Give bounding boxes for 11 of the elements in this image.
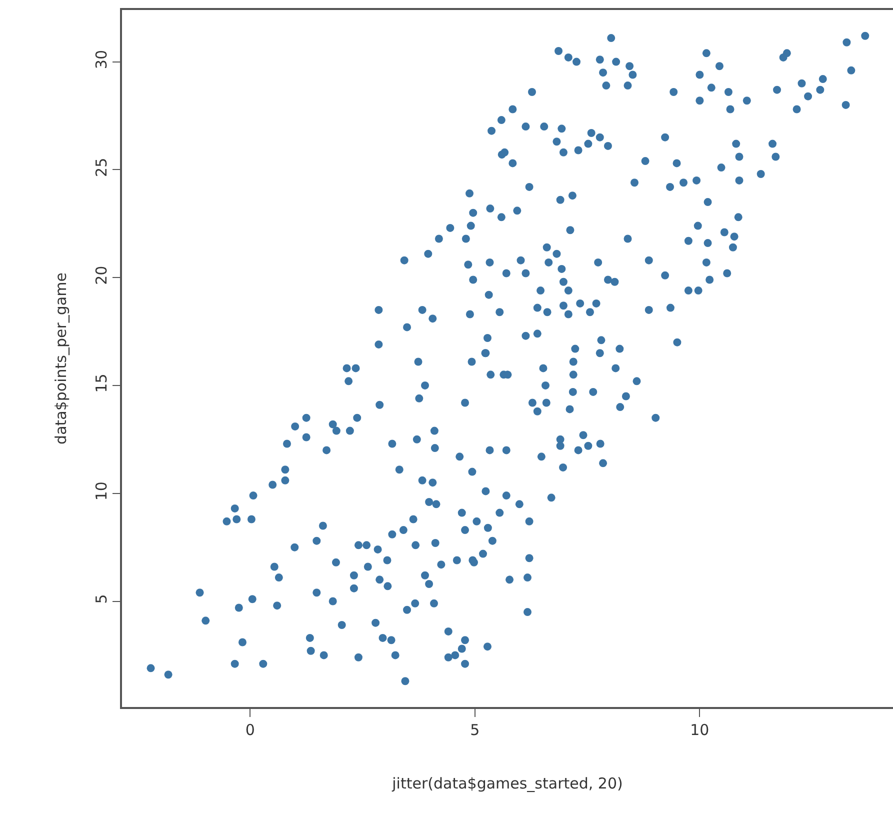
y-tick-label: 15: [92, 374, 110, 393]
y-tick-label: 5: [92, 594, 110, 604]
x-tick-label: 10: [690, 720, 710, 739]
y-tick-label: 30: [92, 50, 110, 70]
x-tick-label: 5: [470, 720, 480, 739]
x-tick-label: 0: [245, 720, 255, 739]
y-tick-label: 10: [92, 482, 110, 501]
y-tick-label: 20: [92, 266, 110, 285]
y-tick-label: 25: [92, 158, 110, 177]
y-axis-title: data$points_per_game: [52, 272, 70, 444]
x-axis-title: jitter(data$games_started, 20): [391, 774, 623, 792]
